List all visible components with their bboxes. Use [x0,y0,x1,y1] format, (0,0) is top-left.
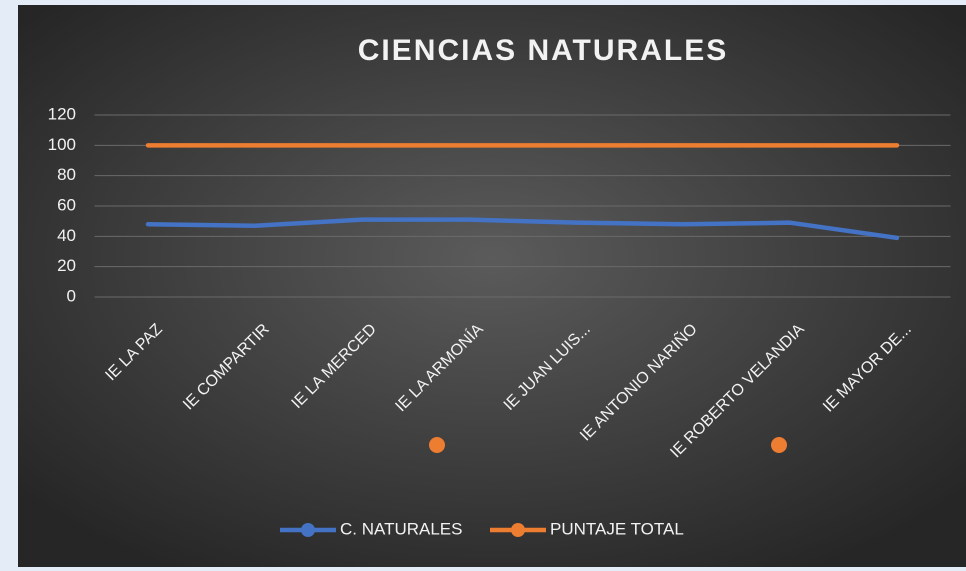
legend-marker [511,523,525,537]
y-tick-label: 60 [57,195,76,214]
y-tick-label: 120 [48,104,76,123]
y-tick-label: 100 [48,135,76,154]
chart-area [18,5,966,567]
y-tick-label: 20 [57,256,76,275]
series-line [145,217,900,241]
legend-label: C. NATURALES [340,519,463,538]
decoration [429,437,445,453]
chart-title: CIENCIAS NATURALES [358,34,728,67]
decoration [771,437,787,453]
legend-label: PUNTAJE TOTAL [550,519,684,538]
y-tick-label: 80 [57,165,76,184]
legend-marker [301,523,315,537]
y-tick-label: 0 [67,286,76,305]
y-tick-label: 40 [57,226,76,245]
